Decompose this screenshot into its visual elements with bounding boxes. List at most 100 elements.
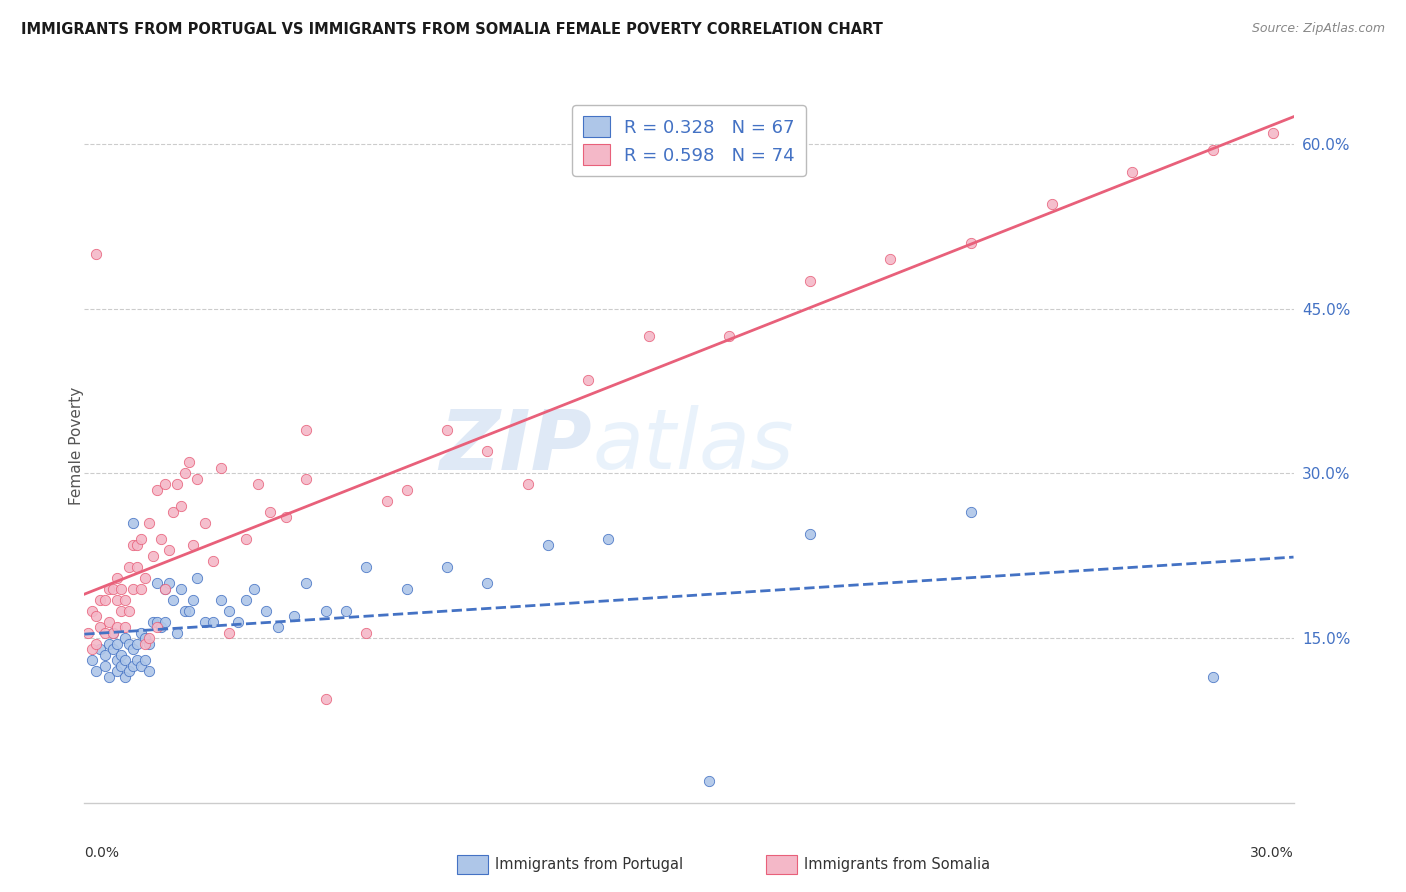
Text: Immigrants from Portugal: Immigrants from Portugal xyxy=(495,857,683,871)
Point xyxy=(86,637,108,651)
Point xyxy=(477,444,499,458)
Point xyxy=(799,274,821,288)
Point xyxy=(181,538,204,552)
Point xyxy=(537,538,560,552)
Point xyxy=(105,664,128,678)
Point xyxy=(209,592,232,607)
Point xyxy=(598,533,620,547)
Point xyxy=(121,516,143,530)
Point xyxy=(93,658,115,673)
Point xyxy=(194,615,217,629)
Point xyxy=(97,669,120,683)
Point xyxy=(153,477,176,491)
Point xyxy=(395,582,418,596)
Point xyxy=(395,483,418,497)
Point xyxy=(93,592,115,607)
Point xyxy=(1263,126,1285,140)
Point xyxy=(157,576,180,591)
Point xyxy=(218,625,240,640)
Point xyxy=(86,664,108,678)
Point xyxy=(97,582,120,596)
Point xyxy=(209,461,232,475)
Point xyxy=(138,637,160,651)
Point xyxy=(186,472,208,486)
Point xyxy=(259,505,281,519)
Point xyxy=(246,477,269,491)
Point xyxy=(82,653,104,667)
Point xyxy=(436,423,458,437)
Point xyxy=(356,559,378,574)
Point xyxy=(93,625,115,640)
Point xyxy=(138,516,160,530)
Point xyxy=(235,533,257,547)
Point xyxy=(1202,143,1225,157)
Point xyxy=(335,604,357,618)
Point xyxy=(138,631,160,645)
Point xyxy=(77,625,100,640)
Point xyxy=(118,604,141,618)
Point xyxy=(105,653,128,667)
Point xyxy=(125,559,148,574)
Point xyxy=(86,609,108,624)
Text: Immigrants from Somalia: Immigrants from Somalia xyxy=(804,857,990,871)
Point xyxy=(134,631,156,645)
Point xyxy=(170,500,193,514)
Point xyxy=(356,625,378,640)
Point xyxy=(174,604,197,618)
Point xyxy=(1121,164,1143,178)
Point xyxy=(174,467,197,481)
Point xyxy=(162,592,184,607)
Point xyxy=(274,510,297,524)
Point xyxy=(110,604,132,618)
Point xyxy=(105,571,128,585)
Point xyxy=(105,620,128,634)
Point xyxy=(295,576,318,591)
Point xyxy=(110,658,132,673)
Point xyxy=(121,538,143,552)
Point xyxy=(157,543,180,558)
Point xyxy=(149,620,172,634)
Point xyxy=(477,576,499,591)
Point xyxy=(267,620,290,634)
Point xyxy=(202,615,225,629)
Point xyxy=(97,615,120,629)
Point xyxy=(142,549,165,563)
Point xyxy=(194,516,217,530)
Point xyxy=(186,571,208,585)
Point xyxy=(114,592,136,607)
Point xyxy=(97,637,120,651)
Point xyxy=(121,642,143,657)
Point xyxy=(105,637,128,651)
Point xyxy=(162,505,184,519)
Point xyxy=(149,533,172,547)
Point xyxy=(121,658,143,673)
Point xyxy=(118,559,141,574)
Point xyxy=(114,669,136,683)
Text: atlas: atlas xyxy=(592,406,794,486)
Point xyxy=(436,559,458,574)
Point xyxy=(125,637,148,651)
Point xyxy=(153,615,176,629)
Text: 30.0%: 30.0% xyxy=(1250,846,1294,860)
Point xyxy=(110,582,132,596)
Point xyxy=(879,252,901,267)
Point xyxy=(799,526,821,541)
Point xyxy=(153,582,176,596)
Point xyxy=(82,642,104,657)
Point xyxy=(129,658,152,673)
Point xyxy=(637,329,659,343)
Point xyxy=(718,329,741,343)
Point xyxy=(202,554,225,568)
Point xyxy=(101,642,124,657)
Point xyxy=(142,615,165,629)
Point xyxy=(134,653,156,667)
Point xyxy=(315,691,337,706)
Point xyxy=(235,592,257,607)
Point xyxy=(166,625,188,640)
Point xyxy=(118,637,141,651)
Point xyxy=(153,582,176,596)
Point xyxy=(101,625,124,640)
Point xyxy=(82,604,104,618)
Point xyxy=(960,505,983,519)
Point xyxy=(697,773,720,788)
